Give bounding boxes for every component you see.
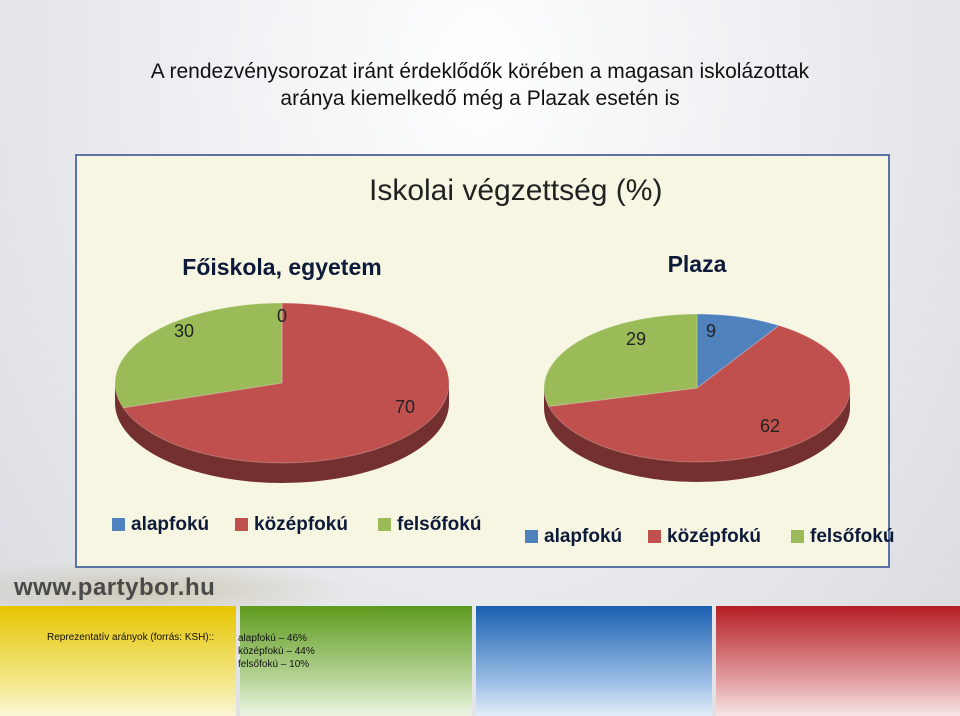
legend-label: alapfokú	[131, 514, 209, 535]
data-label: 0	[277, 306, 287, 326]
footer-bar-yellow	[0, 606, 236, 716]
footer-note: Reprezentatív arányok (forrás: KSH)::	[47, 632, 215, 643]
pie-slice-felsőfokú	[543, 313, 698, 407]
slide-title-line1: A rendezvénysorozat iránt érdeklődők kör…	[150, 60, 810, 83]
footer-bar-blue	[476, 606, 712, 716]
pie-slice-középfokú	[122, 302, 450, 464]
data-label: 9	[706, 321, 716, 341]
legend-label: középfokú	[667, 526, 761, 547]
legend-label: felsőfokú	[397, 514, 481, 535]
pie-slice-középfokú	[548, 324, 851, 463]
footer-bar-red	[716, 606, 960, 716]
slide-title-line2: aránya kiemelkedő még a Plazak esetén is	[280, 87, 680, 110]
footer-color-bars	[0, 606, 960, 716]
footer-item: középfokú – 44%	[238, 646, 315, 657]
panel-title: Iskolai végzettség (%)	[369, 174, 663, 207]
data-label: 70	[395, 397, 415, 417]
chart-title: Plaza	[668, 251, 727, 277]
pie-slice-alapfokú	[696, 313, 781, 390]
legend-label: felsőfokú	[810, 526, 894, 547]
legend-swatch	[525, 530, 538, 543]
legend-swatch	[235, 518, 248, 531]
slide-title: A rendezvénysorozat iránt érdeklődők kör…	[0, 58, 960, 112]
legend-swatch	[791, 530, 804, 543]
chart-title: Főiskola, egyetem	[182, 254, 381, 280]
website-url[interactable]: www.partybor.hu	[14, 574, 216, 601]
footer-item: felsőfokú – 10%	[238, 659, 310, 670]
legend-swatch	[112, 518, 125, 531]
footer-list: alapfokú – 46% középfokú – 44% felsőfokú…	[238, 632, 315, 671]
legend-swatch	[648, 530, 661, 543]
data-label: 30	[174, 321, 194, 341]
footer-item: alapfokú – 46%	[238, 633, 307, 644]
pie-slice-felsőfokú	[114, 302, 283, 409]
legend-swatch	[378, 518, 391, 531]
data-label: 62	[760, 416, 780, 436]
legend-label: alapfokú	[544, 526, 622, 547]
legend-label: középfokú	[254, 514, 348, 535]
data-label: 29	[626, 329, 646, 349]
footer-bar-green	[240, 606, 472, 716]
